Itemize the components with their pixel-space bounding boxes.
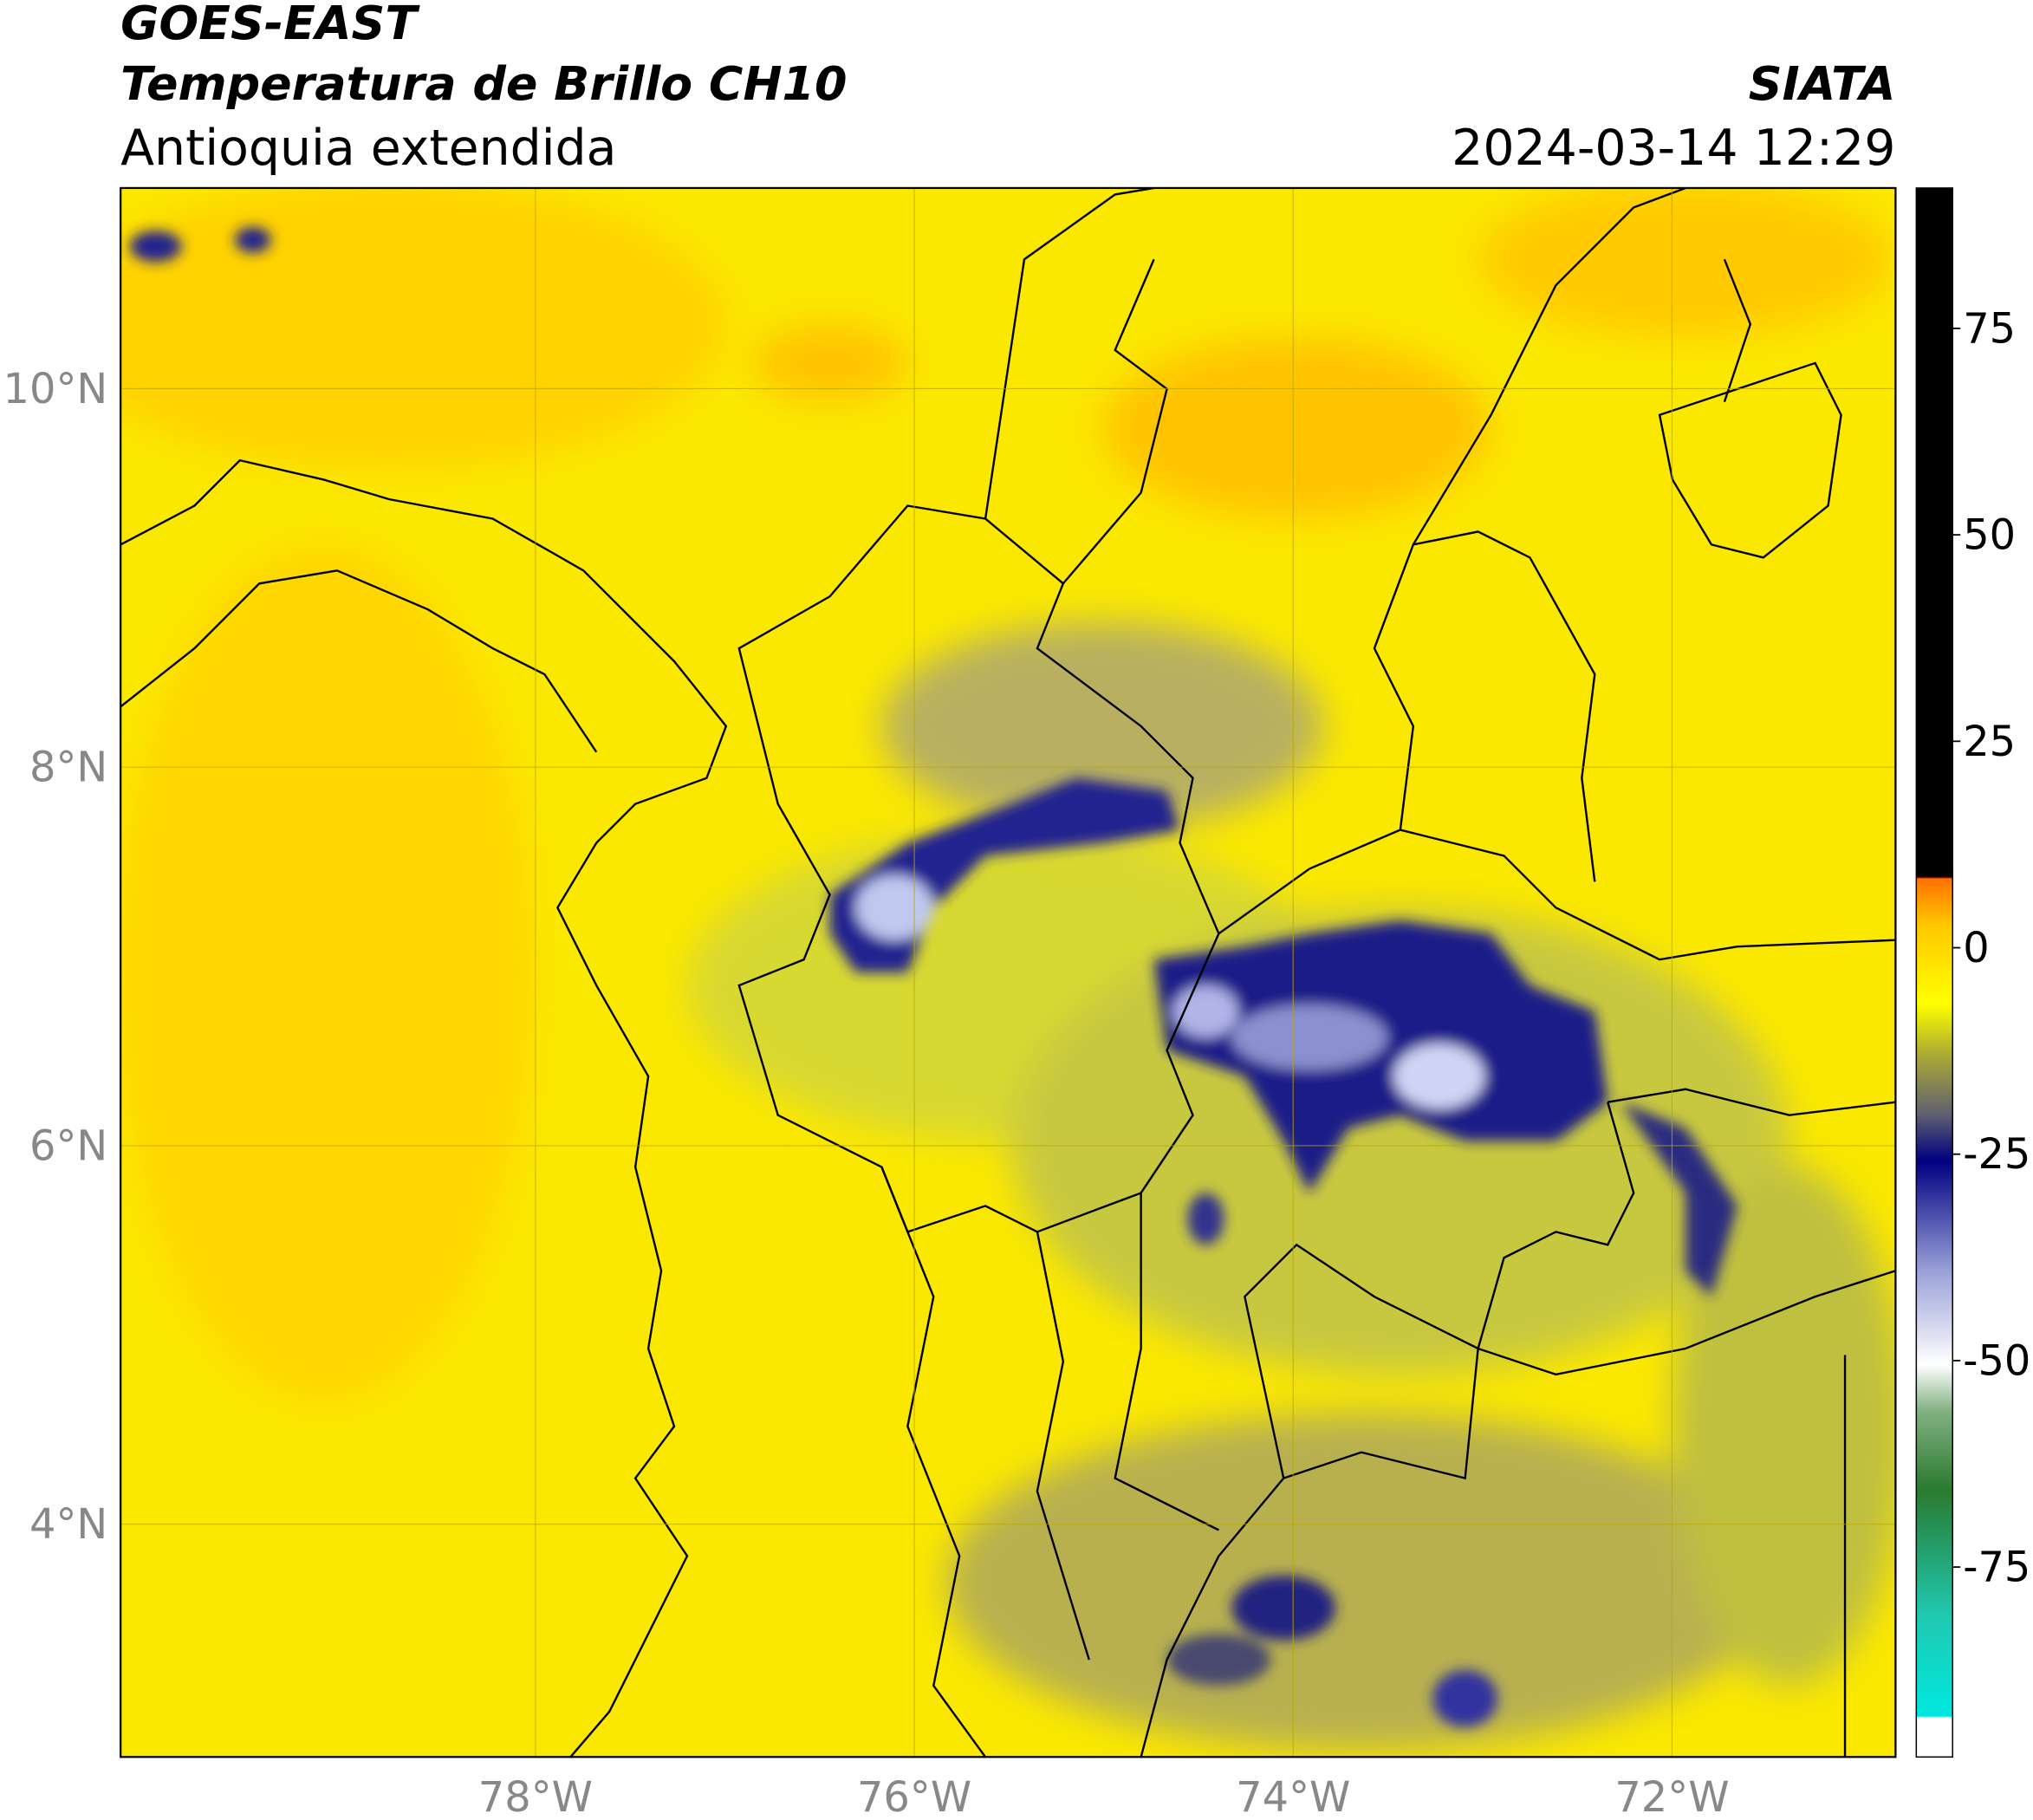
title-line2: Temperatura de Brillo CH10 [120, 56, 847, 111]
colorbar-tick-label: -25 [1963, 1131, 2030, 1179]
subtitle: Antioquia extendida [120, 120, 616, 177]
x-tick-label: 76°W [857, 1774, 971, 1820]
colorbar-tick-label: 25 [1963, 718, 2016, 766]
graticule: 78°W 76°W 74°W 72°W 10°N 8°N 6°N 4°N [3, 187, 1896, 1820]
y-tick-label: 10°N [3, 366, 108, 413]
colorbar-tick-label: -75 [1963, 1544, 2030, 1592]
warm-areas [120, 187, 1893, 1401]
x-tick-label: 72°W [1614, 1774, 1729, 1820]
colorbar-tick-label: 50 [1963, 512, 2016, 560]
source: SIATA [1749, 56, 1896, 111]
map-image [120, 187, 1896, 1758]
colorbar [1915, 187, 1953, 1758]
x-tick-label: 74°W [1236, 1774, 1350, 1820]
colorbar-ticks: 75 50 25 0 -25 -50 -75 [1952, 305, 2030, 1592]
datetime: 2024-03-14 12:29 [1452, 120, 1895, 177]
colorbar-tick-label: -50 [1963, 1337, 2030, 1385]
y-tick-label: 4°N [29, 1501, 107, 1549]
colorbar-tick-label: 0 [1963, 925, 1989, 972]
y-tick-label: 6°N [29, 1122, 107, 1170]
title-line1: GOES-EAST [120, 0, 420, 50]
map-frame [120, 186, 1897, 1758]
colorbar-tick-label: 75 [1963, 305, 2016, 353]
borders [120, 187, 1896, 1758]
y-tick-label: 8°N [29, 744, 107, 792]
x-tick-label: 78°W [478, 1774, 593, 1820]
